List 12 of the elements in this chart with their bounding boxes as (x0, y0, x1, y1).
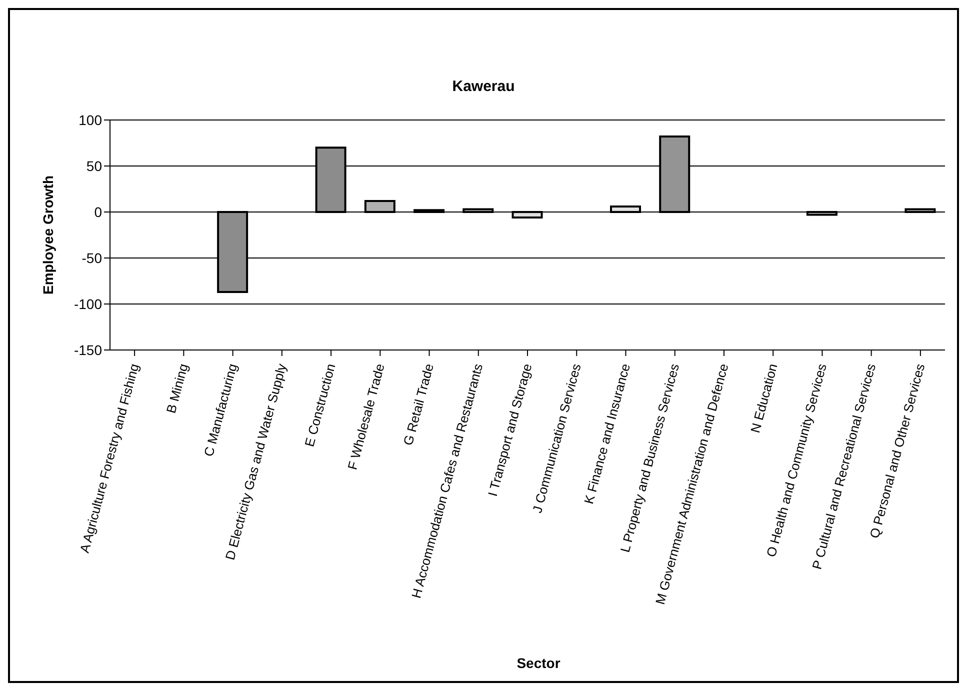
x-tick-label: B Mining (163, 362, 191, 415)
y-tick-label: -150 (74, 342, 102, 358)
x-tick-label: G Retail Trade (400, 362, 437, 447)
y-tick-label: 50 (86, 158, 102, 174)
bar (364, 200, 396, 213)
y-tick-label: 100 (78, 112, 102, 128)
x-axis-title: Sector (516, 655, 562, 671)
y-tick-label: -50 (82, 250, 102, 266)
y-tick-label: -100 (74, 296, 102, 312)
y-axis-title: Employee Growth (40, 175, 56, 295)
y-tick-label: 0 (94, 204, 102, 220)
chart-title: Kawerau (451, 78, 516, 95)
